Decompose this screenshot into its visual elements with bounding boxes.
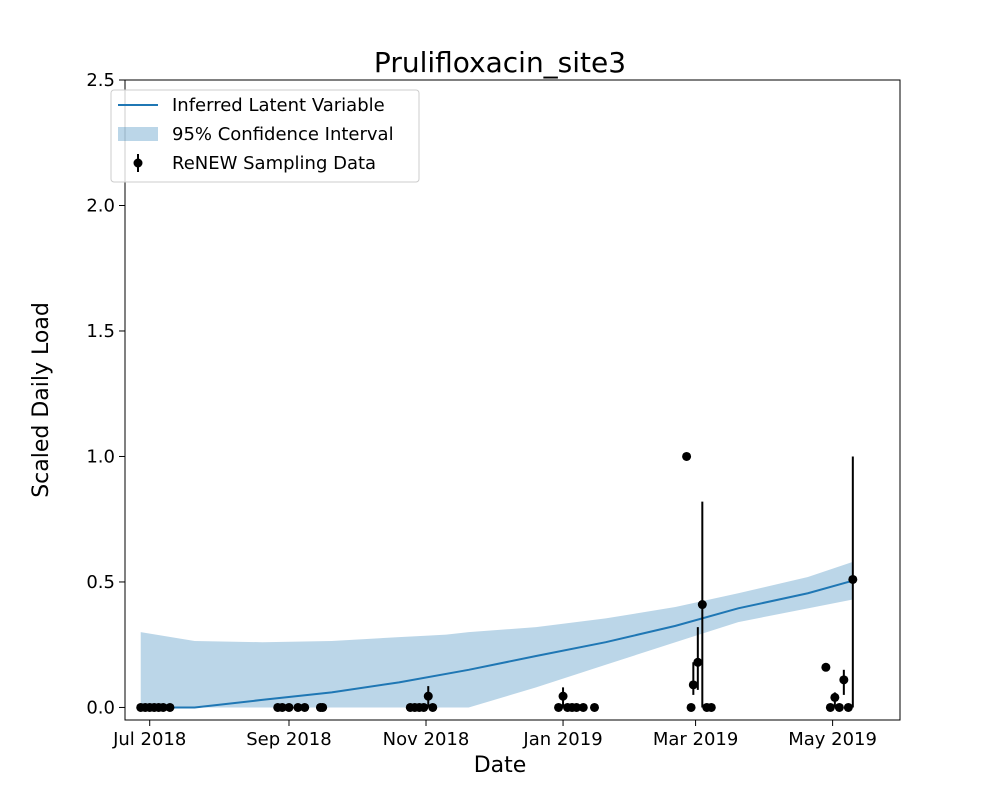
- sampling-point: [697, 600, 707, 610]
- sampling-point: [158, 702, 168, 712]
- sampling-point: [825, 702, 835, 712]
- sampling-point: [300, 702, 310, 712]
- y-ticks: 0.0 0.5 1.0 1.5 2.0 2.5: [86, 70, 125, 718]
- sampling-point: [293, 702, 303, 712]
- sampling-point: [839, 675, 849, 685]
- sampling-point: [277, 702, 287, 712]
- x-ticks: Jul 2018 Sep 2018 Nov 2018 Jan 2019 Mar 2019…: [112, 720, 877, 750]
- sampling-points-layer: [136, 451, 858, 712]
- sampling-point: [706, 702, 716, 712]
- legend-label-confidence: 95% Confidence Interval: [172, 124, 394, 145]
- sampling-point: [589, 702, 599, 712]
- y-tick-label: 2.5: [86, 70, 115, 91]
- axes-frame: [124, 79, 901, 721]
- y-axis-label: Scaled Daily Load: [29, 302, 54, 498]
- chart-title: Prulifloxacin_site3: [374, 46, 626, 79]
- sampling-point: [419, 702, 429, 712]
- y-tick-label: 1.5: [86, 321, 115, 342]
- x-tick-label: Jul 2018: [112, 729, 186, 750]
- legend-label-latent: Inferred Latent Variable: [172, 95, 385, 116]
- legend-band-swatch: [118, 127, 158, 141]
- legend-point-swatch: [133, 158, 143, 168]
- y-tick-label: 0.5: [86, 572, 115, 593]
- confidence-band-layer: [140, 561, 853, 708]
- plot-area: [136, 451, 858, 712]
- x-tick-label: May 2019: [788, 729, 877, 750]
- x-axis-label: Date: [474, 753, 527, 778]
- legend-label-sampling: ReNEW Sampling Data: [172, 153, 376, 174]
- sampling-point: [843, 702, 853, 712]
- sampling-point: [165, 702, 175, 712]
- sampling-point: [693, 657, 703, 667]
- sampling-point: [423, 691, 433, 701]
- y-tick-label: 1.0: [86, 446, 115, 467]
- x-tick-label: Mar 2019: [653, 729, 739, 750]
- sampling-point: [428, 702, 438, 712]
- y-tick-label: 2.0: [86, 195, 115, 216]
- sampling-point: [848, 574, 858, 584]
- latent-variable-line: [140, 579, 854, 709]
- sampling-point: [554, 702, 564, 712]
- sampling-point: [572, 702, 582, 712]
- sampling-point: [834, 702, 844, 712]
- legend-box: [110, 89, 420, 183]
- x-tick-label: Nov 2018: [383, 729, 470, 750]
- sampling-point: [682, 451, 692, 461]
- legend: Inferred Latent Variable 95% Confidence …: [110, 89, 420, 183]
- sampling-point: [578, 702, 588, 712]
- confidence-band: [140, 561, 853, 708]
- y-tick-label: 0.0: [86, 697, 115, 718]
- sampling-point: [284, 702, 294, 712]
- x-tick-label: Sep 2018: [246, 729, 331, 750]
- latent-line-layer: [140, 579, 854, 709]
- sampling-point: [821, 662, 831, 672]
- sampling-point: [830, 692, 840, 702]
- sampling-point: [558, 691, 568, 701]
- sampling-point: [686, 702, 696, 712]
- sampling-point: [688, 680, 698, 690]
- sampling-point: [318, 702, 328, 712]
- x-tick-label: Jan 2019: [522, 729, 602, 750]
